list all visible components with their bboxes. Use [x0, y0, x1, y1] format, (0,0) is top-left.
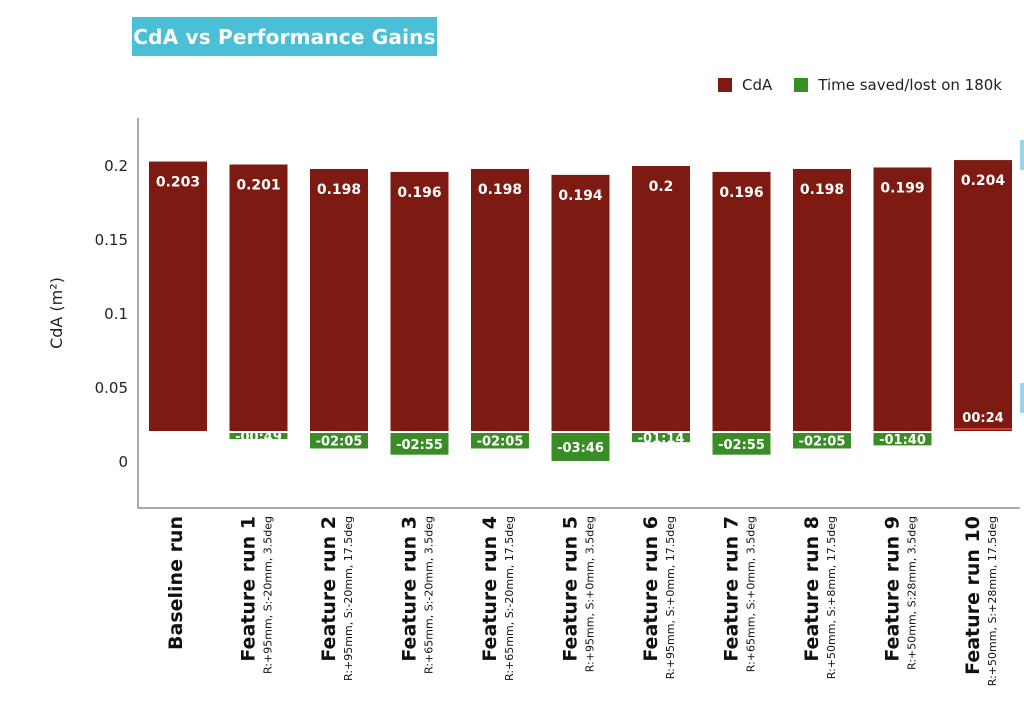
cda-bar [873, 167, 932, 432]
x-category-sublabel: R:+65mm, S:-20mm, 17.5deg [503, 516, 516, 681]
time-bar [632, 433, 690, 443]
time-value-label: -02:05 [316, 435, 363, 450]
cda-value-label: 0.198 [317, 182, 361, 198]
time-value-label: -02:05 [799, 435, 846, 450]
cda-bar [149, 161, 207, 431]
legend-label-time: Time saved/lost on 180k [818, 76, 1002, 94]
cda-value-label: 0.204 [961, 173, 1006, 189]
time-value-label: -00:49 [235, 430, 282, 445]
time-value-label: -03:46 [557, 441, 604, 456]
time-bar [471, 433, 529, 449]
x-category-sublabel: R:+65mm, S:+0mm, 3.5deg [745, 516, 758, 672]
time-bar [793, 433, 851, 449]
time-bar [390, 433, 449, 455]
time-bar [229, 433, 288, 440]
chart-legend: CdA Time saved/lost on 180k [704, 76, 1002, 94]
cda-value-label: 0.201 [236, 178, 280, 194]
x-category-label: Feature run 10 [962, 516, 984, 675]
x-category-label: Feature run 3 [399, 516, 421, 662]
time-value-label: -02:05 [477, 435, 524, 450]
time-value-label: -02:55 [396, 438, 443, 453]
time-bar [954, 428, 1012, 430]
x-category-label: Feature run 1 [238, 516, 260, 662]
time-bar [712, 433, 771, 455]
cda-bar [471, 168, 529, 431]
x-category-label: Feature run 5 [560, 516, 582, 662]
legend-item-cda: CdA [717, 76, 773, 94]
cda-value-label: 0.196 [397, 185, 441, 201]
x-category-label: Feature run 6 [640, 516, 662, 662]
y-tick-label: 0.2 [104, 157, 128, 175]
time-value-label: -02:55 [718, 438, 765, 453]
y-tick-label: 0.15 [95, 231, 128, 249]
cda-value-label: 0.203 [156, 175, 200, 191]
x-category-label: Baseline run [165, 516, 187, 650]
x-category-sublabel: R:+65mm, S:-20mm, 3.5deg [423, 516, 436, 674]
time-value-label: 00:24 [962, 411, 1003, 426]
cda-bar [229, 164, 288, 431]
cda-bar [390, 171, 449, 432]
x-category-label: Feature run 4 [479, 516, 501, 662]
cda-value-label: 0.194 [558, 188, 603, 204]
legend-swatch-time [794, 78, 809, 92]
time-bar [551, 433, 610, 461]
x-category-label: Feature run 2 [318, 516, 340, 662]
cda-bar [954, 160, 1012, 431]
legend-swatch-cda [717, 78, 732, 92]
x-category-label: Feature run 7 [721, 516, 743, 662]
x-category-sublabel: R:+95mm, S:-20mm, 3.5deg [262, 516, 275, 674]
legend-label-cda: CdA [741, 76, 773, 94]
y-tick-label: 0.05 [95, 379, 128, 397]
chart-title: CdA vs Performance Gains [133, 24, 436, 49]
cda-bar [632, 166, 690, 431]
time-bar [873, 433, 932, 446]
cda-value-label: 0.2 [649, 179, 674, 195]
x-category-sublabel: R:+50mm, S:+8mm, 17.5deg [825, 516, 838, 679]
time-value-label: -01:40 [879, 433, 926, 448]
cda-value-label: 0.196 [719, 185, 763, 201]
cda-bar [712, 171, 771, 432]
x-category-sublabel: R:+50mm, S:+28mm, 17.5deg [986, 516, 999, 686]
x-category-label: Feature run 9 [882, 516, 904, 662]
cda-bar [793, 168, 851, 431]
cda-value-label: 0.198 [800, 182, 844, 198]
x-category-label: Feature run 8 [801, 516, 823, 662]
y-tick-label: 0.1 [104, 305, 128, 323]
chart-title-box: CdA vs Performance Gains [132, 17, 437, 56]
x-category-sublabel: R:+95mm, S:-20mm, 17.5deg [342, 516, 355, 681]
cda-bar [551, 174, 610, 431]
cda-value-label: 0.198 [478, 182, 522, 198]
legend-item-time: Time saved/lost on 180k [794, 76, 1002, 94]
y-axis-label: CdA (m²) [47, 277, 66, 349]
x-category-sublabel: R:+95mm, S:+0mm, 17.5deg [664, 516, 677, 679]
time-bar [310, 433, 368, 449]
time-value-label: -01:14 [638, 432, 685, 447]
x-category-sublabel: R:+95mm, S:+0mm, 3.5deg [584, 516, 597, 672]
cda-bar [310, 168, 368, 431]
cda-value-label: 0.199 [880, 180, 924, 196]
y-tick-label: 0 [118, 453, 128, 471]
x-category-sublabel: R:+50mm, S:28mm, 3.5deg [906, 516, 919, 670]
